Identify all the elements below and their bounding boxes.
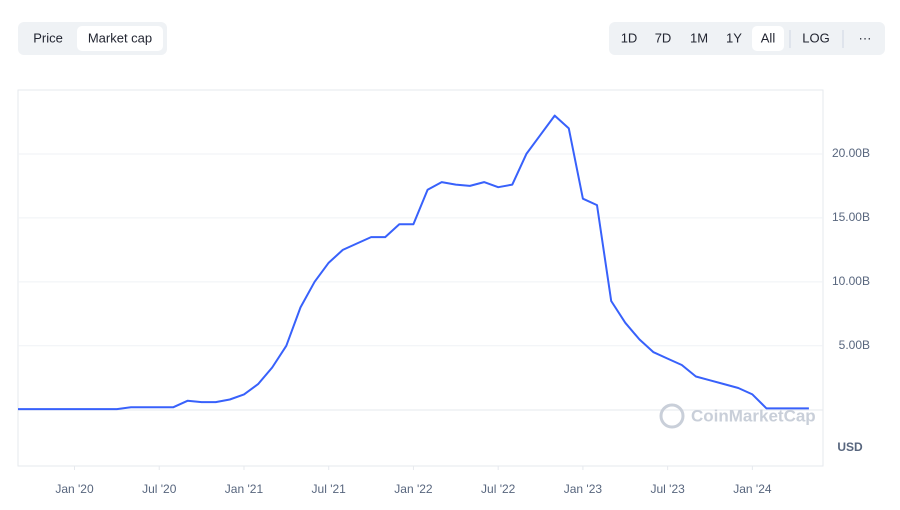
- range[interactable]: 1D: [621, 30, 638, 45]
- plot-frame: [17, 89, 824, 467]
- x-tick-label: Jan '23: [564, 482, 603, 496]
- log-toggle[interactable]: LOG: [802, 30, 829, 45]
- y-tick-label: 15.00B: [832, 210, 870, 224]
- x-tick-label: Jul '22: [481, 482, 516, 496]
- range[interactable]: 7D: [655, 30, 672, 45]
- y-tick-label: 5.00B: [839, 338, 870, 352]
- x-tick-label: Jan '21: [225, 482, 264, 496]
- range[interactable]: All: [761, 30, 776, 45]
- currency: USD: [837, 440, 863, 454]
- x-tick-label: Jan '20: [55, 482, 94, 496]
- range-group: [609, 22, 885, 55]
- x-tick-label: Jan '22: [394, 482, 433, 496]
- more[interactable]: ···: [859, 30, 872, 45]
- watermark-logo: [659, 403, 685, 429]
- tab[interactable]: Price: [33, 30, 63, 45]
- range[interactable]: 1Y: [726, 30, 742, 45]
- y-tick-label: 10.00B: [832, 274, 870, 288]
- tab-selected[interactable]: [77, 26, 163, 51]
- x-tick-label: Jul '23: [650, 482, 685, 496]
- x-tick-label: Jul '21: [312, 482, 347, 496]
- tab[interactable]: Market cap: [88, 30, 152, 45]
- range[interactable]: 1M: [690, 30, 708, 45]
- price-line: [18, 114, 809, 411]
- x-tick-label: Jan '24: [733, 482, 772, 496]
- range-selected[interactable]: [752, 26, 784, 51]
- y-tick-label: 20.00B: [832, 146, 870, 160]
- x-tick-label: Jul '20: [142, 482, 177, 496]
- watermark: CoinMarketCap: [691, 406, 816, 425]
